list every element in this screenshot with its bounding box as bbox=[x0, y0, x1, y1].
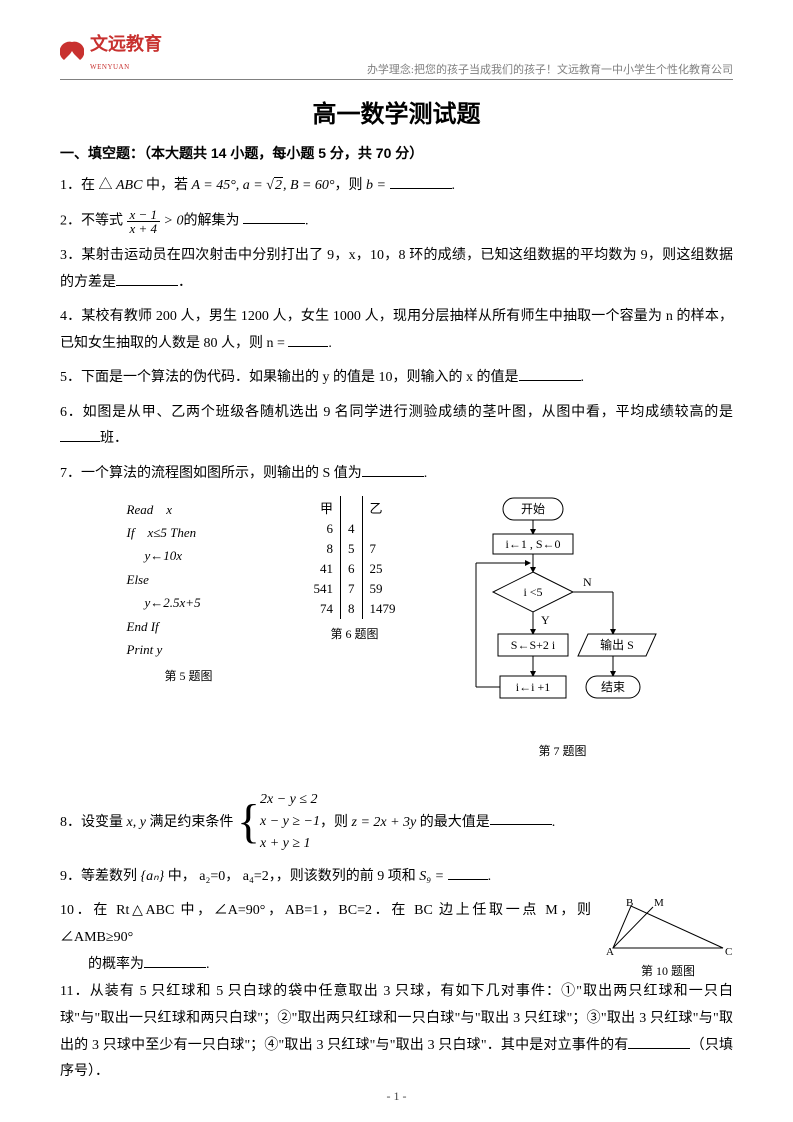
svg-text:结束: 结束 bbox=[600, 680, 624, 694]
svg-text:A: A bbox=[606, 946, 614, 958]
brand-logo-icon bbox=[60, 40, 84, 64]
svg-text:开始: 开始 bbox=[520, 502, 544, 516]
blank bbox=[243, 209, 305, 224]
svg-text:输出 S: 输出 S bbox=[600, 637, 634, 652]
page-title: 高一数学测试题 bbox=[60, 94, 733, 129]
question-5: 5．下面是一个算法的伪代码．如果输出的 y 的值是 10，则输入的 x 的值是. bbox=[60, 365, 733, 392]
q-num: 1． bbox=[60, 178, 81, 193]
question-3: 3．某射击运动员在四次射击中分别打出了 9，x，10，8 环的成绩，已知这组数据… bbox=[60, 243, 733, 296]
figure-stemleaf: 甲乙 64 857 41625 541759 7481479 第 6 题图 bbox=[275, 496, 435, 642]
q-num: 4． bbox=[60, 309, 81, 324]
blank bbox=[60, 427, 100, 442]
brand-en: WENYUAN bbox=[90, 63, 130, 71]
figure-caption: 第 5 题图 bbox=[121, 667, 257, 684]
brand-cn: 文远教育 bbox=[90, 34, 162, 54]
question-2: 2．不等式 x − 1x + 4 > 0的解集为 . bbox=[60, 208, 733, 235]
blank bbox=[519, 366, 581, 381]
svg-text:B: B bbox=[626, 898, 633, 909]
question-7: 7．一个算法的流程图如图所示，则输出的 S 值为. bbox=[60, 461, 733, 488]
svg-text:S←S+2 i: S←S+2 i bbox=[510, 638, 555, 652]
page: 文远教育 WENYUAN 办学理念:把您的孩子当成我们的孩子！文远教育一中小学生… bbox=[0, 0, 793, 1122]
blank bbox=[490, 810, 552, 825]
blank bbox=[288, 332, 328, 347]
blank bbox=[116, 271, 178, 286]
question-10: 10．在 Rt△ABC 中，∠A=90°，AB=1，BC=2．在 BC 边上任取… bbox=[60, 898, 733, 979]
q-num: 7． bbox=[60, 466, 81, 481]
svg-text:i←1 , S←0: i←1 , S←0 bbox=[505, 537, 560, 551]
figure-caption: 第 7 题图 bbox=[453, 742, 673, 759]
figures-row: Read x If x≤5 Then y←10x Else y←2.5x+5 E… bbox=[60, 496, 733, 759]
blank bbox=[390, 174, 452, 189]
question-1: 1．在 △ ABC 中，若 A = 45°, a = 2, B = 60°，则 … bbox=[60, 173, 733, 200]
blank bbox=[362, 462, 424, 477]
question-8: 8．设变量 x, y 满足约束条件 {2x − y ≤ 2x − y ≥ −1x… bbox=[60, 789, 733, 856]
svg-text:C: C bbox=[725, 946, 732, 958]
question-6: 6．如图是从甲、乙两个班级各随机选出 9 名同学进行测验成绩的茎叶图，从图中看，… bbox=[60, 400, 733, 453]
svg-text:N: N bbox=[583, 575, 592, 589]
question-11: 11．从装有 5 只红球和 5 只白球的袋中任意取出 3 只球，有如下几对事件：… bbox=[60, 979, 733, 1085]
svg-text:Y: Y bbox=[541, 613, 550, 627]
figure-caption: 第 10 题图 bbox=[603, 962, 733, 979]
blank bbox=[144, 953, 206, 968]
blank bbox=[628, 1034, 690, 1049]
figure-flowchart: 开始 i←1 , S←0 i <5 Y N bbox=[453, 496, 673, 759]
q-num: 6． bbox=[60, 405, 83, 420]
figure-caption: 第 6 题图 bbox=[275, 625, 435, 642]
q-num: 10． bbox=[60, 903, 93, 918]
svg-text:i←i +1: i←i +1 bbox=[515, 680, 549, 694]
q-num: 5． bbox=[60, 370, 81, 385]
blank bbox=[448, 865, 488, 880]
svg-text:i <5: i <5 bbox=[523, 585, 542, 599]
q-num: 11． bbox=[60, 984, 90, 999]
question-9: 9．等差数列 {aₙ} 中， a₂=0， a₄=2，，则该数列的前 9 项和 S… bbox=[60, 864, 733, 891]
figure-triangle: A C B M 第 10 题图 bbox=[603, 898, 733, 979]
page-footer: - 1 - bbox=[0, 1089, 793, 1104]
figure-pseudocode: Read x If x≤5 Then y←10x Else y←2.5x+5 E… bbox=[121, 496, 257, 685]
question-4: 4．某校有教师 200 人，男生 1200 人，女生 1000 人，现用分层抽样… bbox=[60, 304, 733, 357]
q-num: 8． bbox=[60, 814, 81, 829]
section-heading: 一、填空题：（本大题共 14 小题，每小题 5 分，共 70 分） bbox=[60, 143, 733, 163]
q-num: 3． bbox=[60, 248, 81, 263]
q-num: 2． bbox=[60, 213, 81, 228]
svg-text:M: M bbox=[654, 898, 664, 909]
q-num: 9． bbox=[60, 869, 81, 884]
brand-text: 文远教育 WENYUAN bbox=[90, 30, 162, 74]
